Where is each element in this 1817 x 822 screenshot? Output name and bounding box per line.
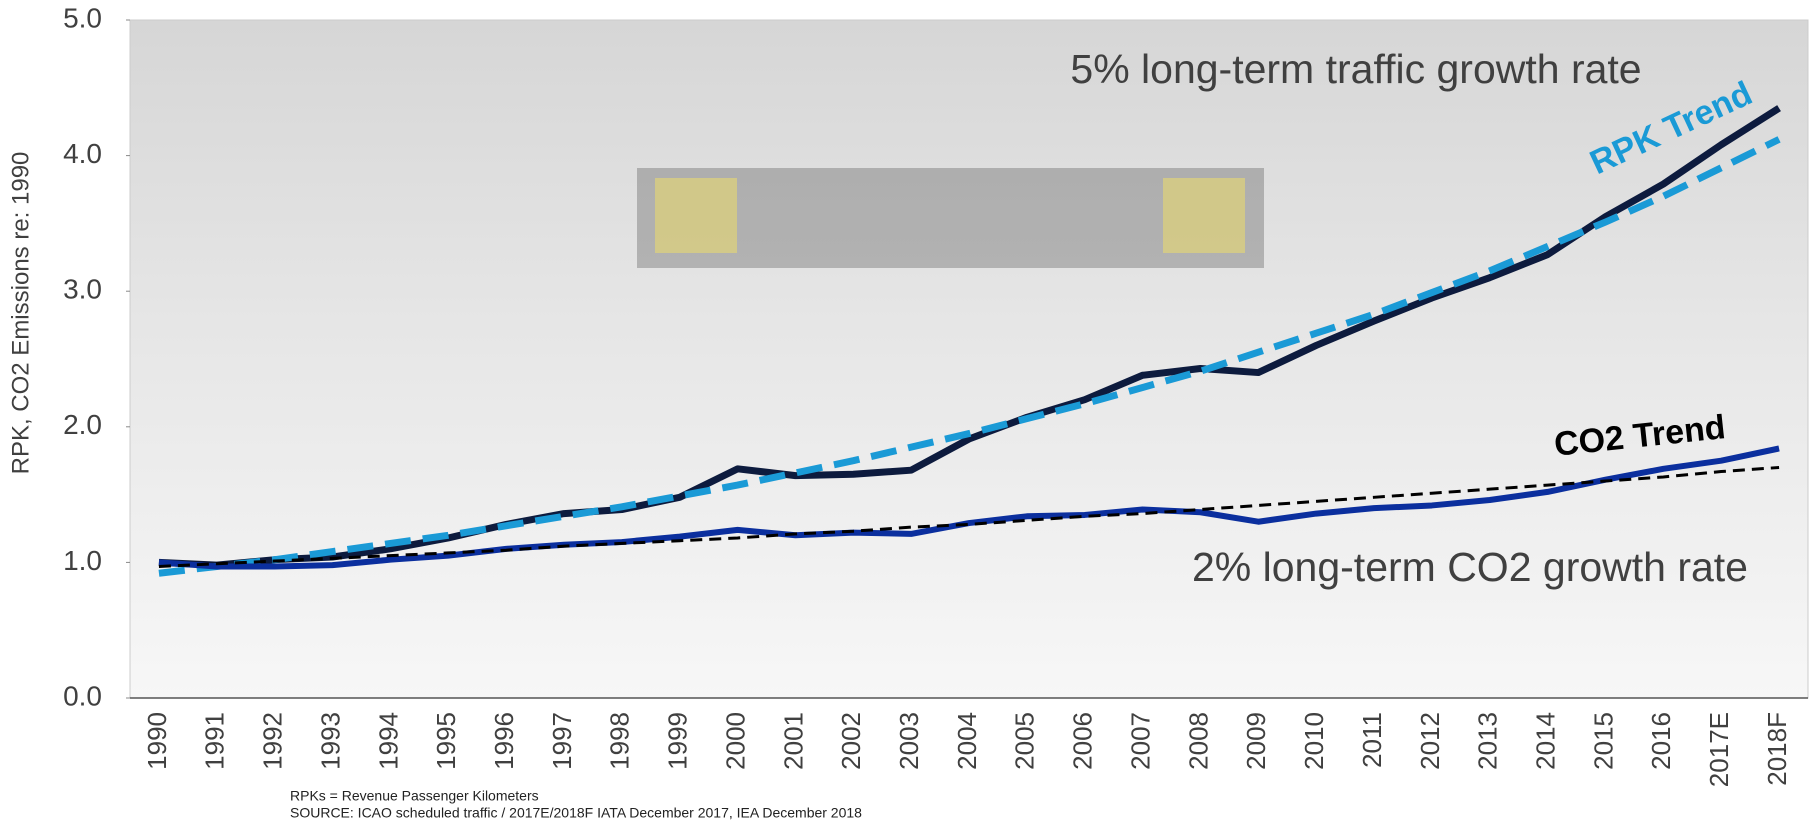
x-tick-label: 2008 [1183,712,1213,770]
y-tick-label: 5.0 [63,2,102,33]
x-tick-label: 2007 [1125,712,1155,770]
sign-board [637,168,1264,268]
x-tick-label: 1990 [142,712,172,770]
annotation: 5% long-term traffic growth rate [1070,46,1641,92]
y-tick-label: 1.0 [63,545,102,576]
y-tick-label: 3.0 [63,274,102,305]
x-tick-label: 2000 [720,712,750,770]
x-tick-label: 2015 [1588,712,1618,770]
x-tick-label: 2010 [1299,712,1329,770]
x-tick-label: 1999 [663,712,693,770]
x-tick-label: 1995 [431,712,461,770]
y-axis-label: RPK, CO2 Emissions re: 1990 [7,152,34,475]
x-tick-label: 2002 [836,712,866,770]
x-tick-label: 2017E [1704,712,1734,787]
x-tick-label: 1991 [200,712,230,770]
x-tick-label: 1992 [258,712,288,770]
x-tick-label: 2005 [1010,712,1040,770]
x-tick-label: 2016 [1646,712,1676,770]
sign-icon [655,178,737,253]
data-line [158,105,1781,569]
footnote: RPKs = Revenue Passenger Kilometers [290,788,539,804]
x-tick-label: 1994 [373,712,403,770]
trend-line [158,465,1780,568]
y-tick-label: 0.0 [63,680,102,711]
x-tick-label: 1993 [315,712,345,770]
x-tick-label: 1996 [489,712,519,770]
data-line [158,445,1780,570]
x-tick-label: 2013 [1473,712,1503,770]
footnote: SOURCE: ICAO scheduled traffic / 2017E/2… [290,805,862,821]
x-tick-label: 2001 [778,712,808,770]
y-tick-label: 4.0 [63,138,102,169]
x-tick-label: 1997 [547,712,577,770]
annotation: 2% long-term CO2 growth rate [1192,544,1748,590]
y-tick-label: 2.0 [63,409,102,440]
x-tick-label: 2006 [1068,712,1098,770]
x-tick-label: 2014 [1530,712,1560,770]
sign-icon [1163,178,1245,253]
background-photo [130,20,1808,698]
x-tick-label: 2009 [1241,712,1271,770]
x-tick-label: 2011 [1357,712,1387,768]
x-tick-label: 2004 [952,712,982,770]
x-tick-label: 2003 [894,712,924,770]
trend-line [158,136,1781,577]
x-tick-label: 1998 [605,712,635,770]
x-tick-label: 2012 [1415,712,1445,770]
x-tick-label: 2018F [1762,712,1792,786]
